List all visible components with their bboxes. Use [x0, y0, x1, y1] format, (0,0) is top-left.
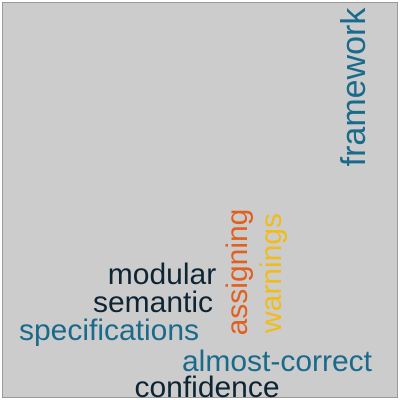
- word-assigning: assigning: [221, 208, 254, 336]
- word-warnings: warnings: [255, 212, 288, 334]
- word-specifications: specifications: [18, 314, 200, 347]
- word-framework: framework: [335, 7, 373, 167]
- word-semantic: semantic: [92, 286, 214, 319]
- word-modular: modular: [107, 258, 217, 291]
- word-confidence: confidence: [134, 371, 280, 400]
- word-almost-correct: almost-correct: [181, 345, 373, 378]
